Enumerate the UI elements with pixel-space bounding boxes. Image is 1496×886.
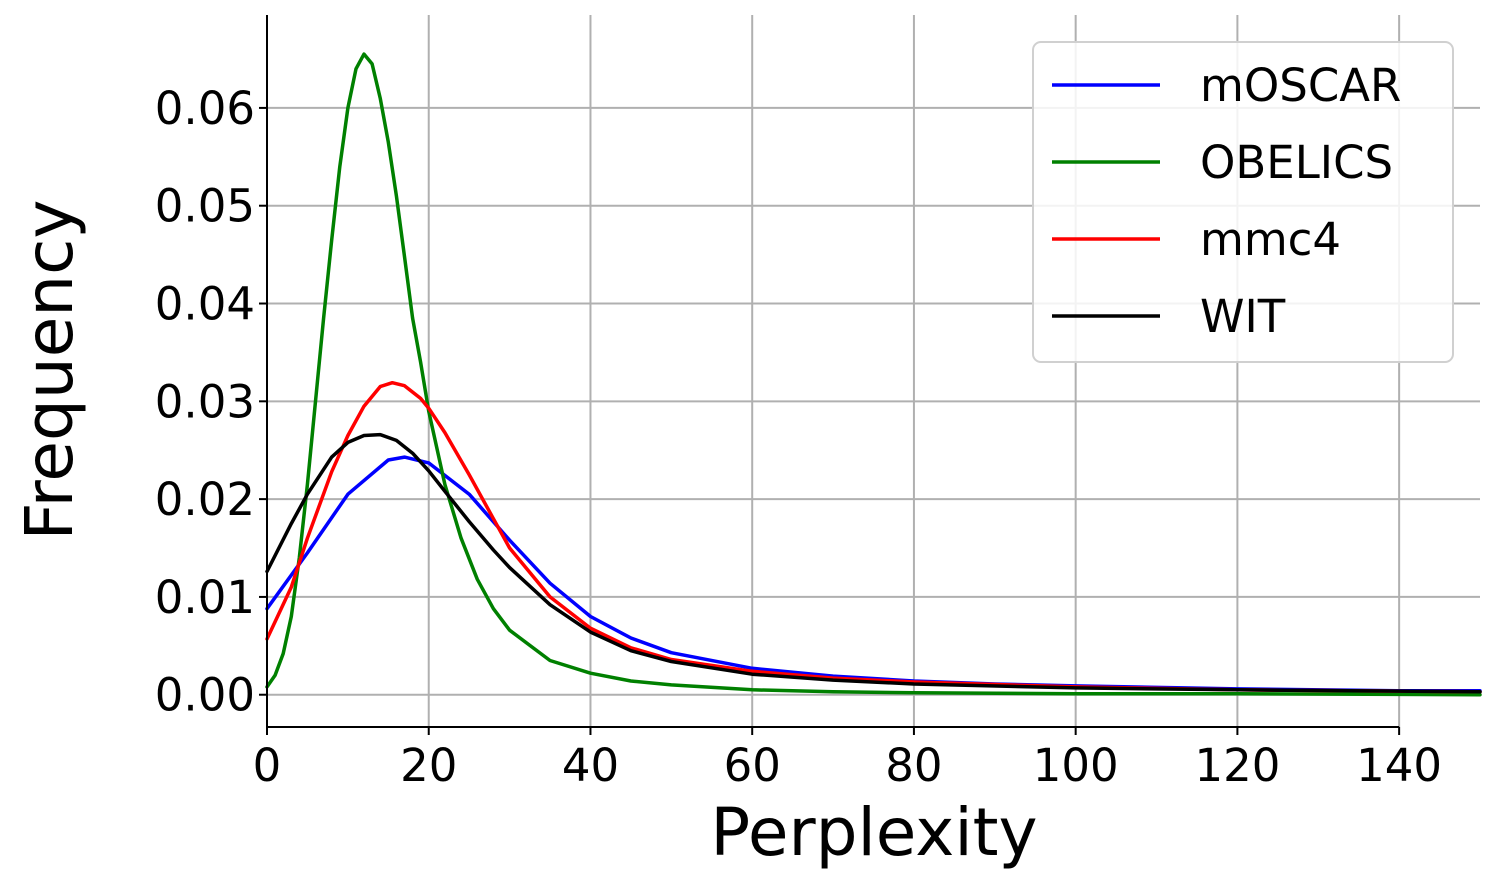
x-tick-label: 80: [885, 739, 942, 792]
series-line-obelics: [265, 52, 1482, 697]
legend-label-wit: WIT: [1200, 290, 1286, 343]
series-line-mmc4: [265, 380, 1482, 694]
y-tick-label: 0.04: [155, 278, 255, 331]
x-tick-label: 0: [253, 739, 282, 792]
legend-label-moscar: mOSCAR: [1200, 59, 1401, 112]
y-tick-label: 0.02: [155, 473, 255, 526]
legend-label-obelics: OBELICS: [1200, 136, 1393, 189]
x-tick-label: 140: [1356, 739, 1442, 792]
x-axis-label: Perplexity: [710, 794, 1037, 871]
y-axis-ticks: 0.00 0.01 0.02 0.03 0.04 0.05 0.06: [155, 82, 267, 722]
series-line-wit: [265, 432, 1482, 694]
legend: mOSCAR OBELICS mmc4 WIT: [1032, 41, 1454, 363]
x-axis-ticks: 0 20 40 60 80 100 120 140: [253, 727, 1442, 792]
y-axis-label: Frequency: [11, 200, 88, 541]
y-tick-label: 0.03: [155, 375, 255, 428]
y-tick-label: 0.06: [155, 82, 255, 135]
y-tick-label: 0.00: [155, 669, 255, 722]
legend-label-mmc4: mmc4: [1200, 213, 1341, 266]
legend-box: [1032, 41, 1454, 363]
x-tick-label: 60: [724, 739, 781, 792]
x-tick-label: 40: [562, 739, 619, 792]
y-tick-label: 0.05: [155, 180, 255, 233]
x-tick-label: 20: [400, 739, 457, 792]
axes: [266, 15, 1400, 728]
series-layer: [265, 52, 1482, 697]
x-tick-label: 120: [1194, 739, 1280, 792]
y-tick-label: 0.01: [155, 571, 255, 624]
x-tick-label: 100: [1033, 739, 1119, 792]
